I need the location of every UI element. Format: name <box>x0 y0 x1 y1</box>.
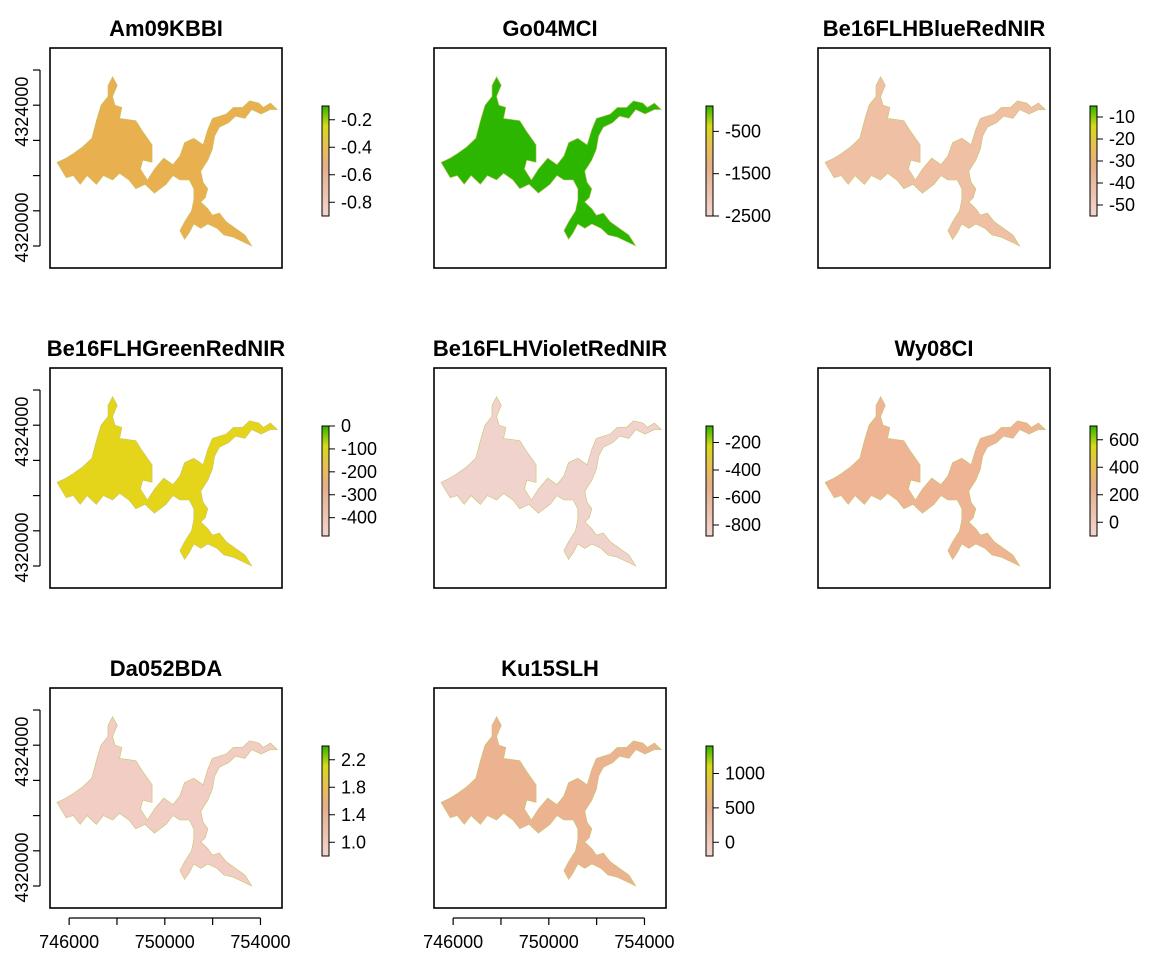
raster-lake <box>824 395 1047 567</box>
legend-tick-label: 0 <box>725 832 735 852</box>
plot-frame <box>49 687 283 909</box>
legend-tick-label: -400 <box>725 460 761 480</box>
legend-tick-label: 600 <box>1109 430 1139 450</box>
legend-tick-label: -20 <box>1109 129 1135 149</box>
panel-title: Ku15SLH <box>501 656 599 681</box>
legend-tick-label: -30 <box>1109 151 1135 171</box>
legend-tick-label: 0 <box>1109 512 1119 532</box>
legend-tick-label: -400 <box>341 508 377 528</box>
legend-tick-label: -50 <box>1109 195 1135 215</box>
plot-frame <box>49 367 283 589</box>
panel-be16flhbluerednir: Be16FLHBlueRedNIR -10-20-30-40-50 <box>817 16 1135 269</box>
panel-title: Be16FLHVioletRedNIR <box>433 336 667 361</box>
legend-tick-label: -500 <box>725 121 761 141</box>
y-tick-label: 4324000 <box>12 397 32 467</box>
panel-be16flhvioletrednir: Be16FLHVioletRedNIR -200 -400 -600 -800 <box>433 336 761 589</box>
legend-tick-label: -0.6 <box>341 165 372 185</box>
panel-title: Be16FLHBlueRedNIR <box>823 16 1046 41</box>
legend-colorbar <box>705 745 714 857</box>
y-tick-label: 4324000 <box>12 77 32 147</box>
panel-be16flhgreenrednir: Be16FLHGreenRedNIR 4320000 4324000 0 -100 -20… <box>12 336 377 589</box>
plot-frame <box>433 47 667 269</box>
raster-lake <box>440 715 663 887</box>
y-tick-label: 4324000 <box>12 717 32 787</box>
legend-tick-label: -600 <box>725 488 761 508</box>
raster-lake <box>440 75 663 247</box>
legend-colorbar <box>1089 105 1098 217</box>
legend-tick-label: 1.0 <box>341 832 366 852</box>
plot-frame <box>817 47 1051 269</box>
plot-frame <box>49 47 283 269</box>
x-tick-label: 746000 <box>423 932 483 952</box>
legend-tick-label: 2.2 <box>341 750 366 770</box>
legend-tick-label: 0 <box>341 416 351 436</box>
panel-da052bda: Da052BDA 4320000 4324000 746000 750000 754000… <box>12 656 366 952</box>
panel-title: Be16FLHGreenRedNIR <box>47 336 286 361</box>
raster-lake <box>56 75 279 247</box>
legend-colorbar <box>321 105 330 217</box>
legend-tick-label: 1.8 <box>341 777 366 797</box>
legend-colorbar <box>705 425 714 537</box>
legend-colorbar <box>321 425 330 537</box>
legend-tick-label: -300 <box>341 485 377 505</box>
legend-tick-label: -200 <box>341 462 377 482</box>
legend-tick-label: -40 <box>1109 173 1135 193</box>
panel-go04mci: Go04MCI -500 -1500 -2500 <box>433 16 771 269</box>
y-tick-label: 4320000 <box>12 192 32 262</box>
panel-title: Da052BDA <box>110 656 223 681</box>
legend-colorbar <box>705 105 714 217</box>
x-tick-label: 754000 <box>230 932 290 952</box>
legend-tick-label: 500 <box>725 798 755 818</box>
legend-tick-label: -100 <box>341 439 377 459</box>
legend-tick-label: -200 <box>725 433 761 453</box>
raster-lake <box>56 715 279 887</box>
legend-tick-label: -10 <box>1109 107 1135 127</box>
legend-tick-label: 1.4 <box>341 805 366 825</box>
panel-title: Wy08CI <box>894 336 973 361</box>
plot-frame <box>433 367 667 589</box>
y-tick-label: 4320000 <box>12 512 32 582</box>
legend-tick-label: -2500 <box>725 206 771 226</box>
legend-tick-label: -1500 <box>725 164 771 184</box>
panel-ku15slh: Ku15SLH 746000 750000 754000 1000 500 0 <box>423 656 765 952</box>
y-tick-label: 4320000 <box>12 832 32 902</box>
x-tick-label: 746000 <box>39 932 99 952</box>
panel-title: Go04MCI <box>502 16 597 41</box>
legend-tick-label: 1000 <box>725 764 765 784</box>
legend-tick-label: -0.8 <box>341 192 372 212</box>
legend-tick-label: -0.4 <box>341 137 372 157</box>
plot-frame <box>433 687 667 909</box>
legend-tick-label: -0.2 <box>341 110 372 130</box>
legend-colorbar <box>1089 425 1098 537</box>
x-tick-label: 750000 <box>519 932 579 952</box>
x-tick-label: 754000 <box>614 932 674 952</box>
panel-wy08ci: Wy08CI 600 400 200 0 <box>817 336 1139 589</box>
x-tick-label: 750000 <box>135 932 195 952</box>
raster-lake <box>56 395 279 567</box>
legend-colorbar <box>321 745 330 857</box>
raster-lake <box>824 75 1047 247</box>
panel-am09kbbi: Am09KBBI 4320000 4324000 -0.2 -0.4 -0.6 -0.8 <box>12 16 372 269</box>
plot-frame <box>817 367 1051 589</box>
legend-tick-label: 200 <box>1109 485 1139 505</box>
legend-tick-label: -800 <box>725 515 761 535</box>
panel-title: Am09KBBI <box>109 16 223 41</box>
legend-tick-label: 400 <box>1109 457 1139 477</box>
raster-lake <box>440 395 663 567</box>
